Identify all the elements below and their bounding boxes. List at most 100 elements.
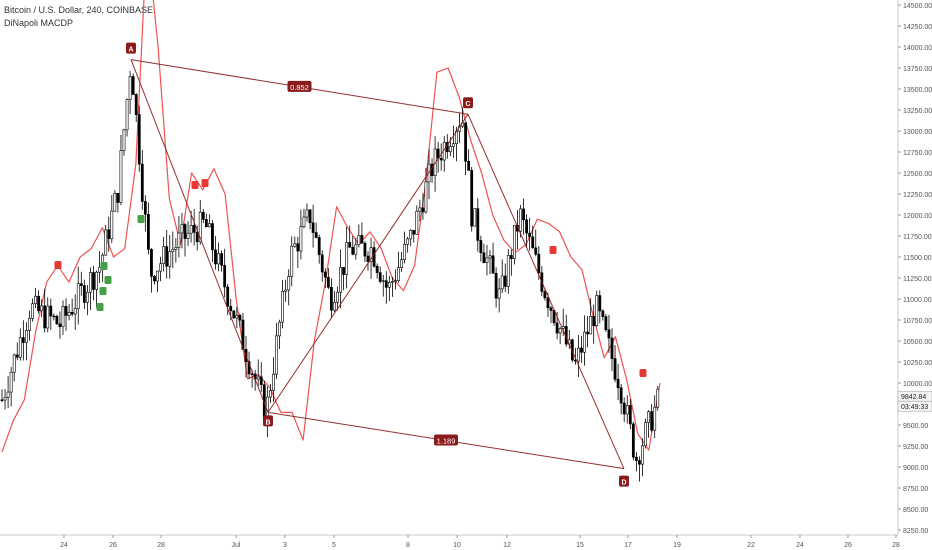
candle-body <box>195 232 199 243</box>
candle-body <box>653 406 657 431</box>
candle-body <box>616 379 620 389</box>
candle-body <box>220 253 224 266</box>
pattern-line <box>130 59 269 413</box>
candle-body <box>110 210 114 240</box>
candle-body <box>156 270 159 282</box>
candle-body <box>43 305 47 329</box>
candle-body <box>638 460 641 465</box>
candle-body <box>351 246 355 255</box>
candle-body <box>278 321 281 337</box>
buy-signal-icon <box>96 303 104 311</box>
candle-body <box>512 224 516 259</box>
price-tick-label: 12250.00 <box>903 192 932 199</box>
buy-signal-icon <box>137 215 145 223</box>
candle-body <box>122 129 126 151</box>
candle-body <box>153 276 156 282</box>
time-tick-label: 19 <box>673 542 681 549</box>
candle-body <box>6 391 10 398</box>
candle-body <box>287 276 291 291</box>
candle-body <box>107 229 111 240</box>
candle-body <box>537 253 541 274</box>
candle-body <box>76 283 80 309</box>
price-axis[interactable]: 14500.00 14250.00 14000.00 13750.00 13500.00… <box>897 0 932 535</box>
pattern-point-tag-a <box>126 42 136 54</box>
candle-body <box>387 282 391 288</box>
candle-body <box>235 314 239 319</box>
candle-body <box>293 243 297 247</box>
candle-body <box>631 423 635 458</box>
candle-body <box>320 254 324 273</box>
price-tick-label: 11000.00 <box>903 297 932 304</box>
candle-body <box>625 405 629 415</box>
time-tick-label: 26 <box>109 542 117 549</box>
symbol-title: Bitcoin / U.S. Dollar, 240, COINBASE <box>4 5 154 15</box>
candle-body <box>214 249 217 265</box>
candle-body <box>384 280 388 288</box>
candle-body <box>644 422 647 447</box>
pattern-line <box>267 113 469 413</box>
countdown-label: 03:49:33 <box>901 404 928 411</box>
indicator-label: DiNapoli MACDP <box>4 18 74 28</box>
candle-body <box>159 263 163 272</box>
candle-body <box>46 305 50 329</box>
countdown-tag <box>897 400 932 412</box>
candle-body <box>223 265 227 288</box>
candle-body <box>259 376 263 385</box>
candle-body <box>628 405 632 425</box>
candle-body <box>116 193 120 203</box>
candle-body <box>308 209 312 224</box>
candle-body <box>70 311 74 315</box>
price-tick-label: 11750.00 <box>903 234 932 241</box>
candle-body <box>406 238 410 245</box>
candle-body <box>577 347 580 362</box>
pattern-point-label: D <box>621 480 626 487</box>
candle-body <box>543 291 547 299</box>
candle-body <box>232 310 236 319</box>
candle-body <box>24 330 28 343</box>
candle-body <box>604 316 608 331</box>
candle-body <box>329 287 333 311</box>
candle-body <box>400 259 403 269</box>
candle-body <box>619 387 623 404</box>
candle-body <box>314 232 318 238</box>
ratio-tag <box>287 80 312 92</box>
candle-body <box>299 226 303 252</box>
candle-body <box>372 247 376 267</box>
candle-body <box>296 243 300 252</box>
candle-body <box>226 286 230 307</box>
candle-body <box>601 310 605 317</box>
buy-signal-icon <box>104 276 112 284</box>
candle-body <box>558 328 562 334</box>
candle-body <box>58 323 62 328</box>
candle-body <box>357 235 361 246</box>
candle-body <box>479 240 483 254</box>
candle-body <box>409 230 413 240</box>
candle-body <box>500 275 504 290</box>
time-tick-label: 24 <box>796 542 804 549</box>
candle-body <box>131 76 135 95</box>
price-tick-label: 14500.00 <box>903 3 932 10</box>
candle-body <box>171 249 175 253</box>
candle-body <box>549 307 553 311</box>
candle-body <box>238 314 242 321</box>
time-tick-label: 15 <box>576 542 584 549</box>
candle-body <box>208 223 211 228</box>
time-tick-label: 8 <box>406 542 410 549</box>
candle-body <box>140 163 144 202</box>
time-axis[interactable]: 24 26 28 Jul 3 5 8 10 12 15 17 19 22 24 26 28 <box>0 534 900 549</box>
candle-body <box>37 295 41 312</box>
pattern-point-tag-d <box>619 475 629 487</box>
price-tick-label: 13000.00 <box>903 129 932 136</box>
candle-body <box>546 297 550 309</box>
price-tick-label: 12000.00 <box>903 213 932 220</box>
candle-body <box>470 170 474 227</box>
candle-body <box>89 272 92 293</box>
candle-body <box>336 291 339 303</box>
time-tick-label: 26 <box>844 542 852 549</box>
candle-body <box>119 150 123 203</box>
candle-body <box>0 399 4 401</box>
price-tick-label: 9500.00 <box>903 423 928 430</box>
candle-body <box>323 271 327 278</box>
candle-body <box>15 354 19 358</box>
